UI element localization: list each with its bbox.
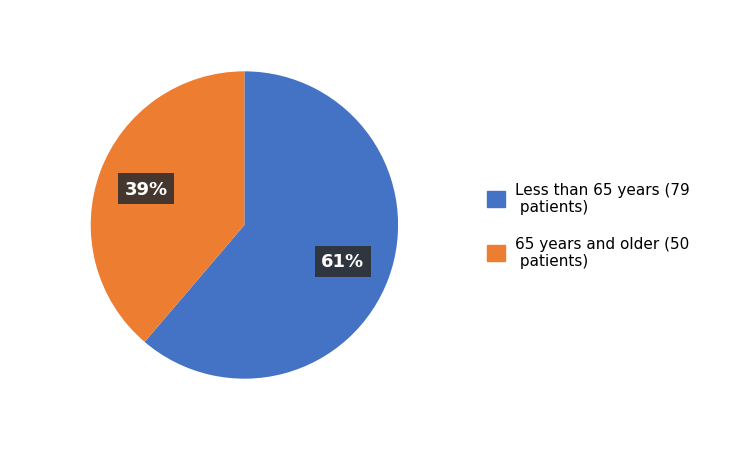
- Text: 39%: 39%: [124, 180, 168, 198]
- Text: 61%: 61%: [321, 253, 365, 271]
- Wedge shape: [144, 72, 398, 379]
- Legend: Less than 65 years (79
 patients), 65 years and older (50
 patients): Less than 65 years (79 patients), 65 yea…: [487, 183, 690, 268]
- Wedge shape: [91, 72, 244, 342]
